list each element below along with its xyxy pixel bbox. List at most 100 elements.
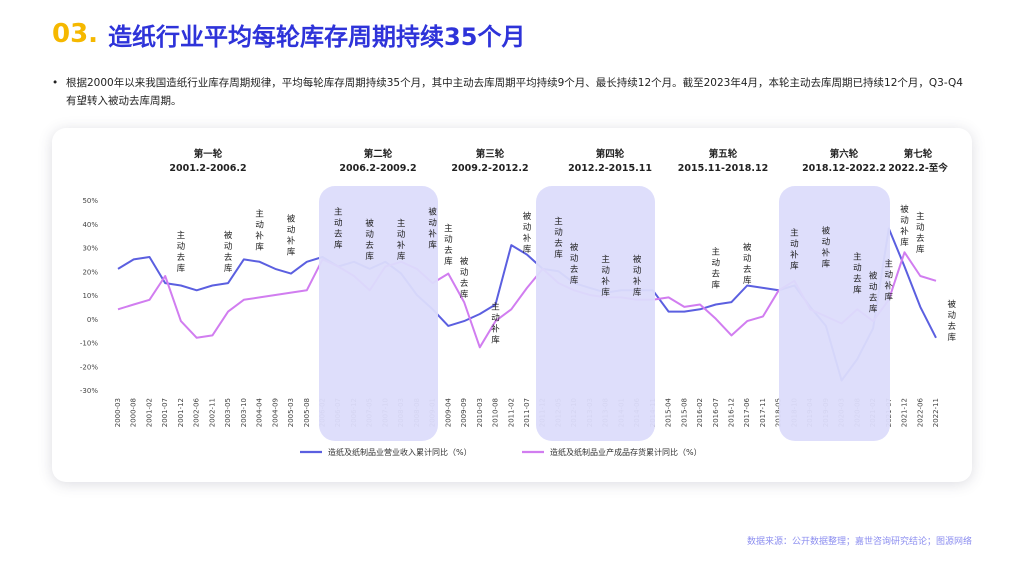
x-tick-label: 2001-07 — [161, 398, 169, 427]
x-tick-label: 2001-12 — [177, 398, 185, 427]
phase-annotation: 动 — [224, 241, 233, 252]
phase-annotation: 补 — [885, 281, 894, 292]
phase-annotation: 库 — [869, 303, 878, 314]
phase-annotation: 库 — [712, 280, 721, 291]
x-tick-label: 2010-08 — [492, 398, 500, 427]
phase-annotation: 主 — [554, 216, 563, 227]
x-tick-label: 2003-05 — [224, 398, 232, 427]
phase-annotation: 动 — [853, 262, 862, 273]
phase-annotation: 动 — [947, 310, 956, 321]
summary-text: 根据2000年以来我国造纸行业库存周期规律，平均每轮库存周期持续35个月，其中主… — [66, 77, 963, 107]
x-tick-label: 2004-04 — [256, 397, 264, 427]
phase-annotation: 动 — [444, 234, 453, 245]
phase-annotation: 库 — [523, 244, 532, 255]
cycle-band — [536, 186, 655, 441]
phase-annotation: 主 — [255, 209, 264, 220]
cycle-band — [319, 186, 438, 441]
phase-annotation: 动 — [428, 217, 437, 228]
cycle-period: 2018.12-2022.2 — [802, 163, 886, 174]
x-tick-label: 2016-07 — [712, 398, 720, 427]
phase-annotation: 去 — [365, 240, 374, 251]
bullet-dot-icon: • — [52, 77, 59, 89]
phase-annotation: 补 — [900, 226, 909, 237]
phase-annotation: 库 — [885, 292, 894, 303]
x-tick-label: 2009-09 — [460, 398, 468, 427]
phase-annotation: 库 — [255, 242, 264, 253]
phase-annotation: 动 — [570, 253, 579, 264]
phase-annotation: 主 — [790, 228, 799, 239]
phase-annotation: 主 — [397, 218, 406, 229]
phase-annotation: 动 — [255, 220, 264, 231]
y-tick-label: -10% — [80, 340, 98, 348]
phase-annotation: 动 — [177, 241, 186, 252]
phase-annotation: 动 — [790, 239, 799, 250]
cycle-period: 2012.2-2015.11 — [568, 163, 652, 174]
y-tick-label: 40% — [82, 221, 98, 229]
phase-annotation: 被 — [428, 206, 437, 217]
phase-annotation: 补 — [523, 233, 532, 244]
x-tick-label: 2004-09 — [271, 398, 279, 427]
title-number: 03. — [52, 19, 99, 49]
phase-annotation: 被 — [287, 213, 296, 224]
x-tick-label: 2016-12 — [728, 398, 736, 427]
phase-annotation: 动 — [743, 253, 752, 264]
phase-annotation: 去 — [460, 278, 469, 289]
x-tick-label: 2015-04 — [665, 397, 673, 427]
phase-annotation: 库 — [633, 287, 642, 298]
x-tick-label: 2002-11 — [208, 398, 216, 427]
phase-annotation: 被 — [224, 230, 233, 241]
phase-annotation: 动 — [900, 215, 909, 226]
x-tick-label: 2022-11 — [932, 398, 940, 427]
phase-annotation: 补 — [601, 276, 610, 287]
phase-annotation: 库 — [554, 249, 563, 260]
phase-annotation: 动 — [523, 222, 532, 233]
phase-annotation: 库 — [365, 251, 374, 262]
x-tick-label: 2017-06 — [743, 397, 751, 427]
phase-annotation: 动 — [397, 229, 406, 240]
cycle-name: 第二轮 — [364, 148, 393, 160]
phase-annotation: 库 — [790, 261, 799, 272]
phase-annotation: 主 — [491, 301, 500, 312]
phase-annotation: 被 — [822, 225, 831, 236]
y-tick-label: 50% — [82, 197, 98, 205]
cycle-period: 2001.2-2006.2 — [169, 163, 246, 174]
cycle-name: 第五轮 — [709, 148, 738, 160]
phase-annotation: 库 — [822, 258, 831, 269]
phase-annotation: 库 — [900, 237, 909, 248]
phase-annotation: 库 — [570, 275, 579, 286]
phase-annotation: 库 — [444, 256, 453, 267]
phase-annotation: 去 — [712, 269, 721, 280]
x-tick-label: 2018-05 — [775, 398, 783, 427]
phase-annotation: 库 — [916, 244, 925, 255]
phase-annotation: 补 — [287, 235, 296, 246]
phase-annotation: 库 — [287, 246, 296, 257]
cycle-name: 第一轮 — [194, 148, 223, 160]
phase-annotation: 动 — [554, 227, 563, 238]
phase-annotation: 动 — [365, 229, 374, 240]
phase-annotation: 主 — [885, 259, 894, 270]
phase-annotation: 动 — [334, 217, 343, 228]
inventory-cycle-chart: 50% 40% 30% 20% 10% 0% -10% -20% -30% 2000-03 2000… — [80, 148, 957, 457]
phase-annotation: 被 — [633, 254, 642, 265]
phase-annotation: 库 — [491, 334, 500, 345]
y-tick-label: 30% — [82, 245, 98, 253]
y-tick-label: -30% — [80, 387, 98, 395]
cycle-name: 第七轮 — [904, 148, 933, 160]
phase-annotation: 主 — [444, 223, 453, 234]
y-tick-label: -20% — [80, 363, 98, 371]
phase-annotation: 补 — [428, 228, 437, 239]
phase-annotation: 库 — [853, 284, 862, 295]
phase-annotation: 库 — [334, 239, 343, 250]
x-tick-label: 2001-02 — [145, 398, 153, 427]
x-tick-label: 2005-03 — [287, 398, 295, 427]
phase-annotation: 主 — [916, 211, 925, 222]
phase-annotation: 库 — [947, 332, 956, 343]
cycle-period: 2015.11-2018.12 — [678, 163, 768, 174]
phase-annotation: 被 — [869, 270, 878, 281]
cycle-name: 第四轮 — [596, 148, 625, 160]
phase-annotation: 补 — [822, 247, 831, 258]
phase-annotation: 动 — [460, 267, 469, 278]
phase-annotation: 动 — [287, 224, 296, 235]
x-tick-label: 2003-10 — [240, 398, 248, 427]
title-text: 造纸行业平均每轮库存周期持续35个月 — [108, 22, 526, 51]
